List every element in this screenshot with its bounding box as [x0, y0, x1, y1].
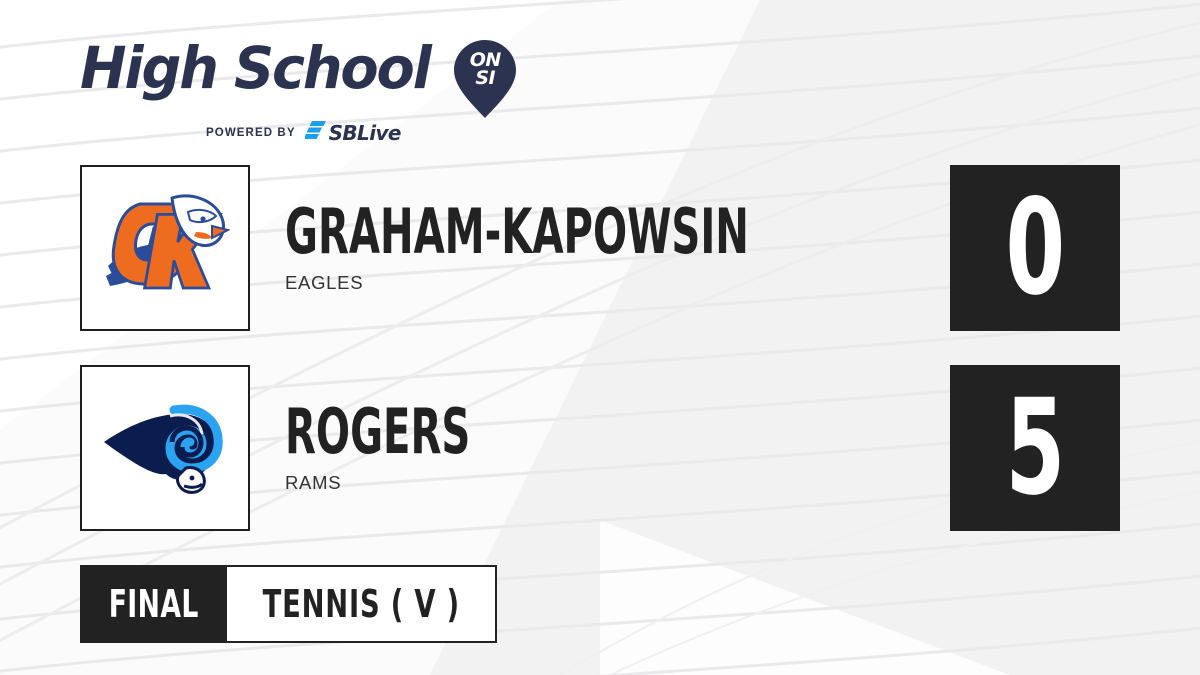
- team-score: 0: [1005, 171, 1065, 325]
- graham-kapowsin-eagles-logo: [100, 188, 230, 308]
- brand-header: High School ON SI POWERED BY SBL: [80, 34, 517, 145]
- team-score: 5: [1005, 371, 1065, 525]
- powered-by-row: POWERED BY SBLive: [206, 120, 510, 145]
- team-name: ROGERS: [285, 395, 471, 468]
- game-status-badge: FINAL: [80, 565, 227, 643]
- brand-wordmark: High School: [80, 34, 432, 102]
- sblive-s-mark-icon: [303, 120, 327, 145]
- powered-by-label: POWERED BY: [206, 126, 296, 139]
- team-info: GRAHAM-KAPOWSIN EAGLES: [285, 165, 929, 331]
- team-score-box: 5: [950, 365, 1120, 531]
- team-mascot: EAGLES: [285, 272, 364, 293]
- rogers-rams-logo: [100, 398, 230, 498]
- game-status-label: FINAL: [108, 582, 199, 626]
- pin-badge-line-2: SI: [475, 67, 496, 89]
- status-bar: FINAL TENNIS ( V ): [80, 565, 497, 643]
- sport-label: TENNIS ( V ): [262, 582, 460, 626]
- team-logo-card: [80, 165, 250, 331]
- partner-wordmark-lower: ive: [369, 120, 401, 145]
- team-row: ROGERS RAMS 5: [0, 365, 1200, 534]
- partner-wordmark: SBLive: [328, 120, 402, 145]
- team-row: GRAHAM-KAPOWSIN EAGLES 0: [0, 165, 1200, 334]
- team-logo-card: [80, 365, 250, 531]
- brand-logo-row: High School ON SI: [80, 34, 517, 118]
- pin-badge-text: ON SI: [454, 49, 516, 89]
- team-name: GRAHAM-KAPOWSIN: [285, 195, 749, 268]
- team-mascot: RAMS: [285, 472, 342, 493]
- sport-badge: TENNIS ( V ): [227, 565, 497, 643]
- pin-badge-line-1: ON: [469, 49, 502, 71]
- team-score-box: 0: [950, 165, 1120, 331]
- team-info: ROGERS RAMS: [285, 365, 542, 531]
- partner-wordmark-upper: SBL: [328, 120, 370, 145]
- map-pin-badge-icon: ON SI: [454, 40, 517, 118]
